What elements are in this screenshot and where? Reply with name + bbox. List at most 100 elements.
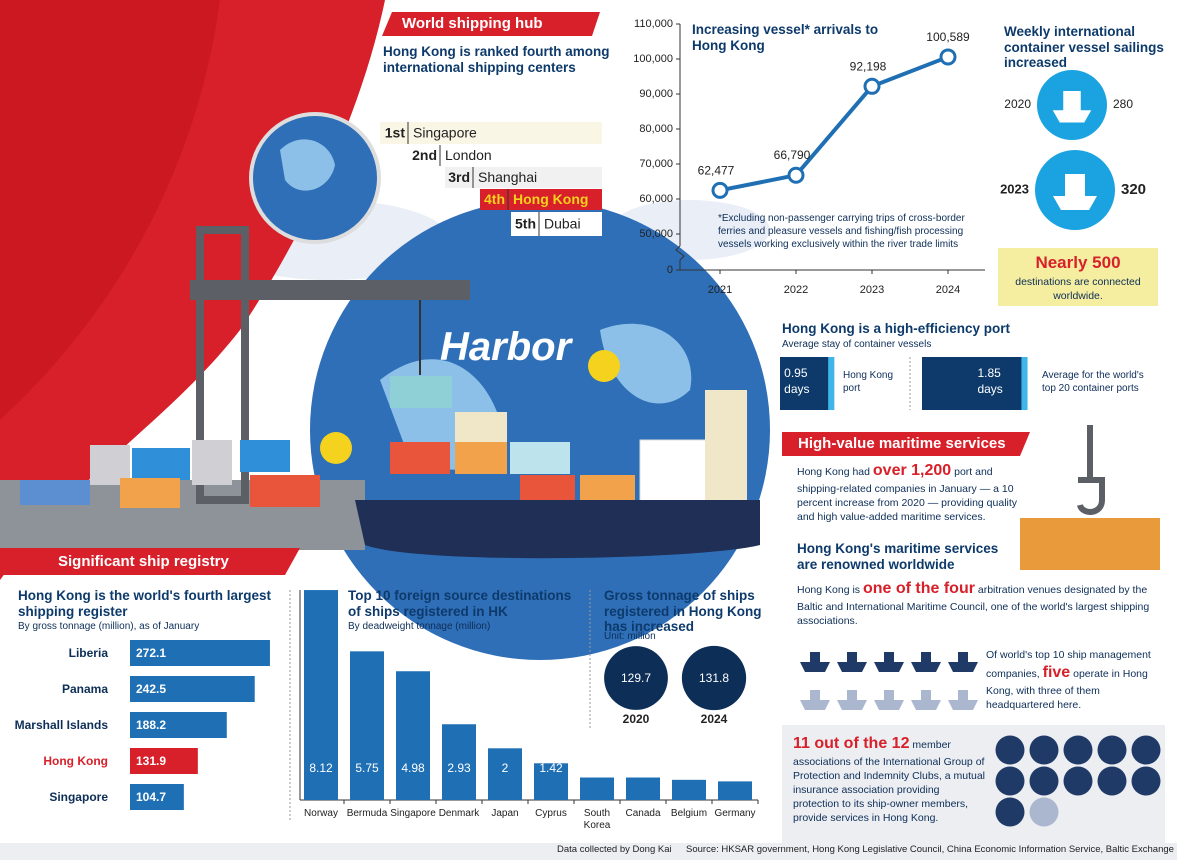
y-tick-label: 100,000 xyxy=(633,53,673,65)
city: Shanghai xyxy=(478,169,537,185)
ship-hull xyxy=(355,500,760,559)
value-label: 129.7 xyxy=(621,671,651,685)
line-title: Increasing vessel* arrivals to Hong Kong xyxy=(692,22,879,53)
bubble xyxy=(604,646,668,710)
value-label: 2 xyxy=(502,761,509,775)
renown-title: Hong Kong's maritime services are renown… xyxy=(797,541,999,572)
ship-icon xyxy=(837,652,867,672)
club-circle xyxy=(1131,735,1161,765)
hbar-subtitle: By gross tonnage (million), as of Januar… xyxy=(18,621,200,632)
text: Of world's top 10 ship management compan… xyxy=(986,649,1151,681)
destinations: Nearly 500 destinations are connected wo… xyxy=(998,252,1158,303)
hub-title: World shipping hub xyxy=(402,15,543,32)
pin xyxy=(588,350,620,382)
category-label: Panama xyxy=(62,682,108,696)
registry-ribbon xyxy=(0,548,300,575)
ship-icon xyxy=(800,652,830,672)
highlight: over 1,200 xyxy=(872,462,952,479)
value-label: 2.93 xyxy=(447,761,471,775)
text: operate in Hong Kong, with three of them… xyxy=(986,668,1148,711)
club-circle xyxy=(1097,766,1127,796)
hbar-title: Hong Kong is the world's fourth largest … xyxy=(18,588,271,619)
category-label: Marshall Islands xyxy=(15,718,109,732)
highlight: one of the four xyxy=(862,580,975,597)
category-label: Singapore xyxy=(49,790,108,804)
bar xyxy=(626,777,660,800)
club-circle xyxy=(995,766,1025,796)
destinations-highlight: Nearly 500 xyxy=(1035,253,1121,272)
port-title: Hong Kong is a high-efficiency port xyxy=(782,321,1011,336)
axis-break xyxy=(675,245,685,270)
club-circle xyxy=(1131,766,1161,796)
category-label: Hong Kong xyxy=(43,754,108,768)
bar xyxy=(304,590,338,800)
bar xyxy=(130,784,184,810)
value-label: 272.1 xyxy=(136,646,166,660)
hanging-container xyxy=(1020,518,1160,570)
source: Source: HKSAR government, Hong Kong Legi… xyxy=(686,844,1174,855)
containers xyxy=(90,412,635,508)
x-tick-label: 2024 xyxy=(936,284,960,296)
value-label: 242.5 xyxy=(136,682,166,696)
companies-text: Hong Kong had over 1,200 port and shippi… xyxy=(797,460,1037,524)
category-label: Japan xyxy=(491,808,518,819)
value-label: 131.8 xyxy=(699,671,729,685)
y-tick-label: 60,000 xyxy=(639,193,673,205)
category-label: Canada xyxy=(625,808,660,819)
marker xyxy=(863,77,881,95)
category-label: Average for the world's top 20 container… xyxy=(1042,370,1144,394)
bar xyxy=(922,357,1028,410)
city: Singapore xyxy=(413,125,477,141)
container xyxy=(390,376,452,408)
club-circle xyxy=(1063,735,1093,765)
ship-icon xyxy=(948,652,978,672)
bubble-subtitle: Unit: million xyxy=(604,631,656,642)
value-label: 131.9 xyxy=(136,754,166,768)
y-tick-label: 90,000 xyxy=(639,88,673,100)
value-label: 8.12 xyxy=(309,761,333,775)
x-tick-label: 2021 xyxy=(708,284,732,296)
credit: Data collected by Dong Kai xyxy=(557,844,672,855)
highlight: 11 out of the 12 xyxy=(793,735,910,752)
rank-row xyxy=(412,145,602,166)
city: Hong Kong xyxy=(513,191,588,207)
bar xyxy=(396,671,430,800)
rank-row xyxy=(511,212,602,236)
bar xyxy=(350,651,384,800)
x-tick-label: 2022 xyxy=(784,284,808,296)
city: Dubai xyxy=(544,216,581,232)
category-label: Cyprus xyxy=(535,808,567,819)
ship-tower xyxy=(705,390,747,510)
footer-band xyxy=(0,843,1177,860)
value-label: 4.98 xyxy=(401,761,425,775)
club-circle xyxy=(995,797,1025,827)
hub-subtitle: Hong Kong is ranked fourth among interna… xyxy=(383,44,610,75)
bar xyxy=(780,357,835,410)
text: Hong Kong had xyxy=(797,466,870,478)
unit-label: days xyxy=(784,382,809,396)
city: London xyxy=(445,147,492,163)
unit-label: days xyxy=(977,382,1002,396)
category-label: Liberia xyxy=(69,646,109,660)
value-label: 100,589 xyxy=(926,30,970,44)
value-label: 280 xyxy=(1113,97,1133,111)
marker xyxy=(711,181,729,199)
ship-icon xyxy=(911,652,941,672)
rank: 1st xyxy=(385,125,406,141)
rank-row xyxy=(445,167,602,188)
ship-icon xyxy=(948,690,978,710)
bar xyxy=(534,763,568,800)
bar xyxy=(580,777,614,800)
ship-bridge xyxy=(639,439,711,511)
vbar-title: Top 10 foreign source destinations of sh… xyxy=(348,588,572,619)
crane-tower xyxy=(196,226,249,504)
value-label: 0.78 xyxy=(677,761,701,775)
category-label: Singapore xyxy=(390,808,436,819)
bar xyxy=(130,676,255,702)
category-label: Norway xyxy=(304,808,338,819)
value-label: 92,198 xyxy=(850,59,887,73)
registry-title: Significant ship registry xyxy=(58,553,229,570)
category-label: Bermuda xyxy=(347,808,388,819)
